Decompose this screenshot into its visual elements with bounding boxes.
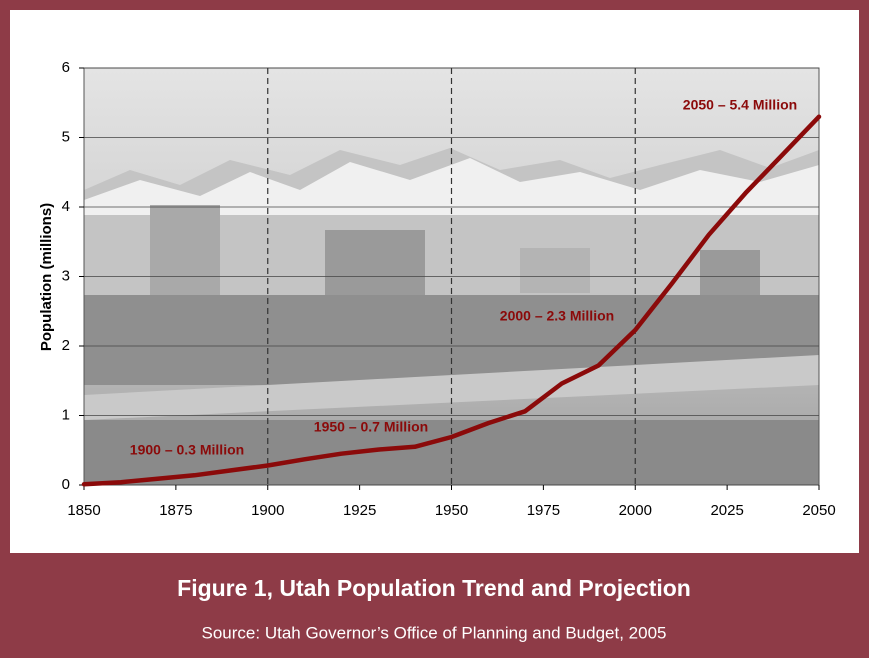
x-tick-label: 1925 (343, 502, 376, 519)
y-tick-label: 2 (62, 337, 70, 354)
annotation: 1900 – 0.3 Million (130, 442, 244, 458)
y-tick-label: 0 (62, 476, 70, 493)
x-tick-label: 1975 (527, 502, 560, 519)
annotation: 1950 – 0.7 Million (314, 419, 428, 435)
x-tick-label: 1850 (67, 502, 100, 519)
y-tick-label: 1 (62, 406, 70, 423)
population-line (81, 114, 822, 487)
y-tick-label: 3 (62, 267, 70, 284)
x-tick-label: 2000 (619, 502, 652, 519)
x-tick-label: 2025 (710, 502, 743, 519)
figure-title: Figure 1, Utah Population Trend and Proj… (177, 575, 691, 601)
y-axis-label: Population (millions) (38, 203, 55, 351)
annotation: 2050 – 5.4 Million (683, 97, 797, 113)
x-tick-label: 1950 (435, 502, 468, 519)
x-tick-label: 1900 (251, 502, 284, 519)
x-tick-label: 2050 (802, 502, 835, 519)
y-tick-label: 6 (62, 59, 70, 76)
annotation: 2000 – 2.3 Million (500, 308, 614, 324)
y-tick-label: 5 (62, 128, 70, 145)
y-tick-label: 4 (62, 198, 70, 215)
x-tick-label: 1875 (159, 502, 192, 519)
source-note: Source: Utah Governor’s Office of Planni… (202, 623, 667, 642)
